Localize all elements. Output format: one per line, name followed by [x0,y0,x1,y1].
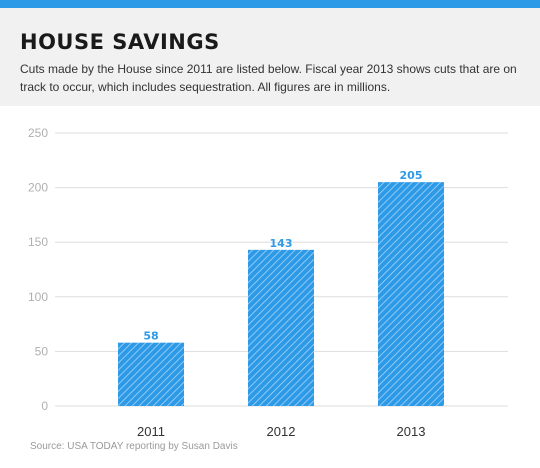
x-tick-label-2013: 2013 [397,424,426,439]
bar-2013 [378,182,444,406]
bar-2011 [118,342,184,406]
x-tick-label-2011: 2011 [137,424,165,439]
bar-chart: 0 50 100 150 200 250 58 143 205 2011 2012 2013 [28,126,508,439]
bars [118,182,444,406]
y-tick-label: 200 [28,181,48,195]
chart-header: HOUSE SAVINGS Cuts made by the House sin… [0,8,540,106]
y-tick-label: 150 [28,235,48,249]
y-tick-label: 0 [41,399,48,413]
chart-subtitle: Cuts made by the House since 2011 are li… [20,62,517,94]
x-axis-labels: 2011 2012 2013 [137,424,425,439]
source-note: Source: USA TODAY reporting by Susan Dav… [30,441,238,452]
top-accent-bar [0,0,540,8]
bar-2012 [248,249,314,406]
y-tick-label: 250 [28,126,48,140]
y-tick-label: 100 [28,290,48,304]
value-label-2011: 58 [143,330,158,343]
x-tick-label-2012: 2012 [267,424,296,439]
value-label-2013: 205 [400,169,423,182]
chart-title: HOUSE SAVINGS [20,30,220,54]
value-label-2012: 143 [270,237,293,250]
y-axis-ticks: 0 50 100 150 200 250 [28,126,48,413]
y-tick-label: 50 [35,344,49,358]
value-labels: 58 143 205 [143,169,422,343]
